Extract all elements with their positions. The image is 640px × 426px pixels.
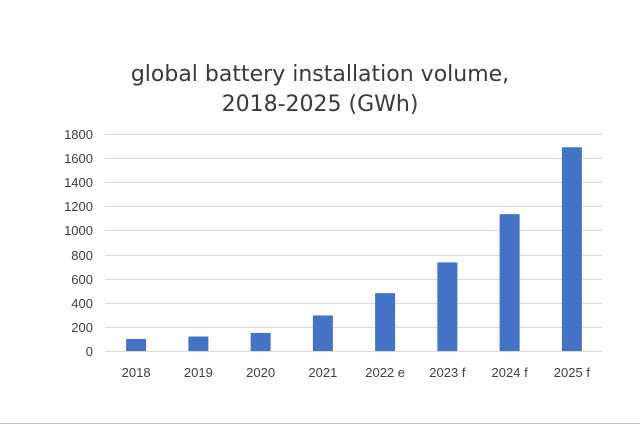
bar-2024-f (499, 214, 520, 351)
y-tick-label: 400 (71, 296, 93, 311)
x-axis: 2018 2019 2020 2021 2022 e 2023 f 2024 f 2025 f (122, 365, 591, 380)
chart-title-line-1: global battery installation volume, (130, 62, 510, 87)
x-tick-label: 2018 (122, 365, 151, 380)
bar-2021 (312, 315, 333, 351)
x-tick-label: 2021 (308, 365, 337, 380)
bar-2025-f (561, 147, 582, 351)
x-tick-label: 2019 (184, 365, 213, 380)
y-tick-label: 1600 (64, 151, 93, 166)
y-tick-label: 1400 (64, 175, 93, 190)
bar-2023-f (437, 262, 458, 351)
bars (126, 147, 582, 351)
y-tick-label: 800 (71, 248, 93, 263)
x-tick-label: 2025 f (554, 365, 591, 380)
divider (0, 423, 640, 424)
gridlines (105, 134, 603, 352)
y-tick-label: 1000 (64, 223, 93, 238)
x-tick-label: 2022 e (365, 365, 405, 380)
y-tick-label: 600 (71, 272, 93, 287)
chart-title-line-2: 2018-2025 (GWh) (221, 92, 419, 117)
bar-2020 (250, 332, 271, 351)
x-tick-label: 2023 f (429, 365, 466, 380)
x-tick-label: 2020 (246, 365, 275, 380)
bar-2022-e (375, 293, 396, 351)
x-tick-label: 2024 f (492, 365, 529, 380)
bar-2018 (126, 338, 147, 351)
y-tick-label: 1200 (64, 199, 93, 214)
y-axis: 0 200 400 600 800 1000 1200 1400 1600 1800 (64, 127, 93, 359)
y-tick-label: 200 (71, 320, 93, 335)
y-tick-label: 0 (86, 344, 93, 359)
y-tick-label: 1800 (64, 127, 93, 142)
bar-2019 (188, 336, 209, 351)
